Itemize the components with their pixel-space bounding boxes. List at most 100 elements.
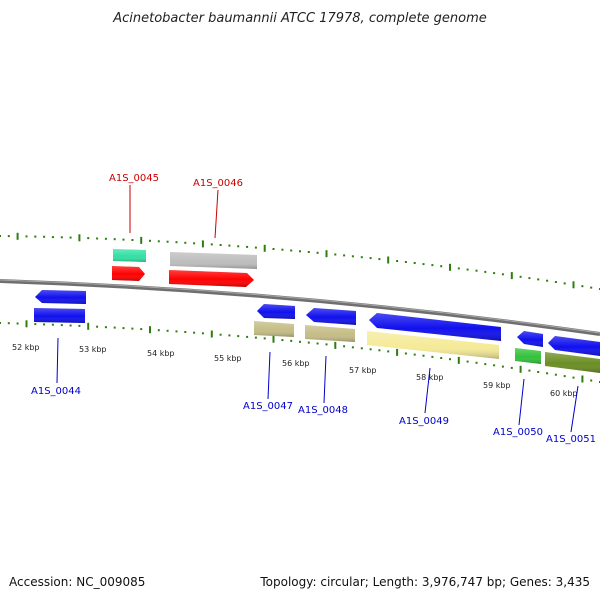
inner-ring-tick: [387, 350, 390, 353]
outer-ring-tick: [43, 235, 46, 238]
inner-ring-tick: [510, 366, 513, 369]
outer-ring-tick: [554, 281, 557, 283]
outer-ring-tick: [290, 249, 293, 252]
inner-ring-tick: [519, 365, 522, 373]
inner-ring-tick: [246, 335, 249, 338]
inner-ring-tick: [237, 335, 240, 338]
gene-A1S_0048[interactable]: [305, 325, 355, 342]
outer-ring-tick: [69, 236, 72, 239]
outer-ring-tick: [484, 270, 487, 273]
outer-ring-tick: [184, 241, 187, 244]
inner-ring-tick: [440, 357, 443, 359]
outer-ring-tick: [237, 245, 240, 248]
outer-ring-tick: [25, 235, 28, 238]
label-A1S_0050[interactable]: A1S_0050: [493, 427, 543, 438]
gene-A1S_0047-upper[interactable]: [257, 304, 295, 319]
outer-ring-tick: [581, 285, 584, 288]
outer-ring-tick: [263, 244, 266, 252]
inner-ring-tick: [299, 340, 301, 343]
gene-A1S_0049-upper[interactable]: [369, 313, 501, 341]
outer-ring-tick: [96, 237, 99, 240]
gene-A1S_0049[interactable]: [367, 331, 499, 359]
kbp-label-53: 53 kbp: [79, 345, 107, 354]
label-A1S_0049[interactable]: A1S_0049: [399, 416, 449, 427]
outer-ring-tick: [440, 265, 443, 268]
outer-ring-tick: [87, 237, 90, 240]
reverse-strand-features: [34, 290, 600, 373]
outer-ring-tick: [104, 237, 107, 240]
outer-ring-tick: [351, 255, 354, 258]
inner-ring-tick: [60, 324, 63, 327]
inner-ring-tick: [87, 322, 90, 330]
genome-summary-text: Topology: circular; Length: 3,976,747 bp…: [259, 575, 590, 589]
inner-ring-tick: [166, 329, 169, 332]
gene-A1S_0046[interactable]: [169, 270, 254, 287]
outer-ring-tick: [272, 248, 275, 250]
accession-text: Accession: NC_009085: [9, 575, 145, 589]
genome-backbone-highlight: [0, 279, 600, 334]
outer-ring-tick: [157, 240, 160, 243]
inner-ring-tick: [193, 331, 196, 334]
outer-ring-tick: [590, 286, 593, 289]
outer-ring-tick: [7, 235, 10, 238]
inner-ring-tick: [422, 354, 425, 357]
leader-A1S_0048: [323, 355, 327, 404]
outer-ring-tick: [254, 246, 257, 249]
label-A1S_0044[interactable]: A1S_0044: [31, 386, 81, 397]
outer-ring-tick: [449, 263, 451, 271]
outer-ring-tick: [325, 250, 328, 258]
gene-A1S_0046-upper[interactable]: [170, 252, 257, 269]
inner-ring-tick: [34, 323, 37, 326]
outer-ring-tick: [422, 263, 425, 266]
inner-ring-tick: [431, 355, 434, 358]
inner-ring-tick: [122, 327, 125, 330]
genome-title: Acinetobacter baumannii ATCC 17978, comp…: [112, 11, 487, 26]
leader-A1S_0046: [214, 189, 219, 239]
outer-ring-tick: [228, 244, 231, 247]
gene-leader-lines: [56, 185, 579, 433]
inner-ring-tick: [369, 348, 372, 351]
kbp-label-54: 54 kbp: [147, 349, 175, 358]
gene-A1S_0045[interactable]: [112, 266, 145, 281]
inner-ring-tick: [254, 336, 257, 339]
inner-ring-tick: [546, 372, 549, 375]
label-A1S_0047[interactable]: A1S_0047: [243, 401, 293, 412]
gene-A1S_0044[interactable]: [34, 308, 85, 323]
outer-ring-tick: [378, 258, 381, 261]
label-A1S_0046[interactable]: A1S_0046: [193, 178, 243, 189]
inner-ring-tick: [210, 330, 213, 338]
outer-ring-tick: [475, 269, 478, 272]
gene-A1S_0051[interactable]: [545, 352, 600, 373]
inner-ring-tick: [290, 339, 293, 342]
inner-ring-tick: [334, 341, 337, 349]
label-A1S_0048[interactable]: A1S_0048: [298, 405, 348, 416]
gene-A1S_0048-upper[interactable]: [306, 308, 356, 325]
inner-ring-tick: [528, 369, 531, 372]
forward-strand-features: [112, 249, 257, 287]
inner-ring-tick: [113, 326, 116, 329]
inner-ring-tick: [228, 334, 231, 337]
outer-ring-tick: [78, 234, 81, 242]
outer-ring-tick: [404, 261, 407, 263]
inner-tick-ring: [0, 320, 600, 383]
gene-A1S_0050[interactable]: [515, 348, 541, 364]
gene-A1S_0047[interactable]: [254, 321, 294, 337]
kbp-label-55: 55 kbp: [214, 354, 242, 363]
outer-ring-tick: [122, 238, 125, 241]
label-A1S_0045[interactable]: A1S_0045: [109, 173, 159, 184]
inner-ring-tick: [307, 341, 310, 344]
inner-ring-tick: [378, 349, 381, 352]
inner-ring-tick: [43, 323, 46, 326]
gene-A1S_0050-upper[interactable]: [517, 331, 543, 347]
outer-ring-tick: [140, 236, 143, 244]
gene-A1S_0051-upper[interactable]: [548, 336, 600, 356]
gene-A1S_0045-upper[interactable]: [113, 249, 146, 262]
label-A1S_0051[interactable]: A1S_0051: [546, 434, 596, 445]
inner-ring-tick: [351, 346, 354, 349]
gene-A1S_0044-upper[interactable]: [35, 290, 86, 304]
outer-ring-tick: [369, 257, 372, 260]
kbp-label-59: 59 kbp: [483, 381, 511, 390]
inner-ring-tick: [396, 348, 399, 356]
outer-ring-tick: [466, 268, 469, 271]
